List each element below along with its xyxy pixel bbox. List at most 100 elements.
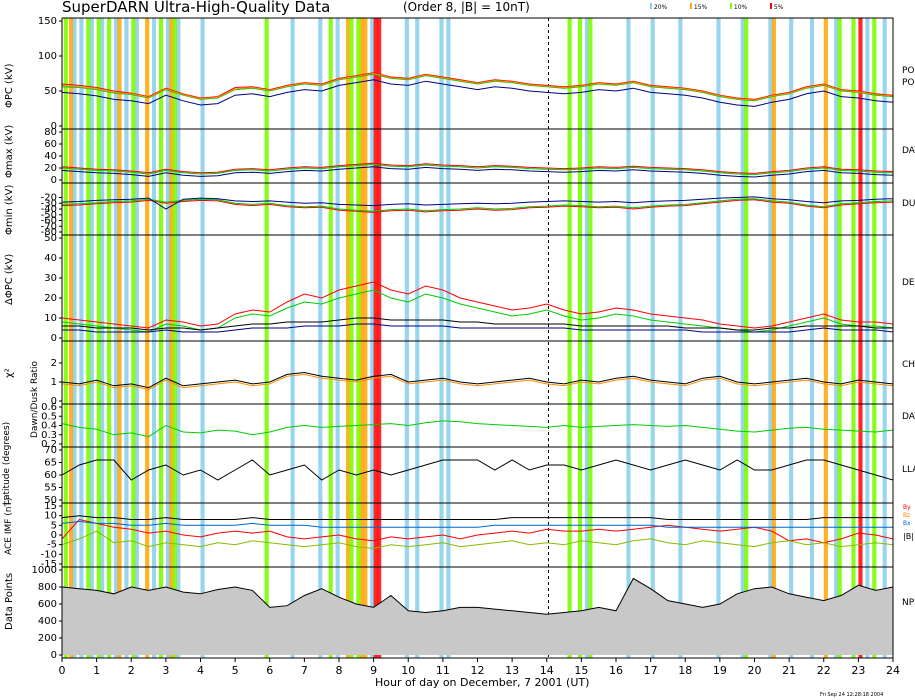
xtick-label-4: 4 bbox=[197, 664, 204, 677]
ytick-label-3-5: 50 bbox=[44, 233, 57, 244]
xtick-label-8: 8 bbox=[336, 664, 343, 677]
xtick-label-19: 19 bbox=[713, 664, 727, 677]
xtick-label-16: 16 bbox=[609, 664, 623, 677]
ytick-label-4-1: 1 bbox=[51, 377, 57, 388]
highlight-band-20-12 bbox=[318, 18, 323, 658]
series-line-8-0 bbox=[61, 577, 894, 615]
ytick-label-7-2: -5 bbox=[47, 540, 57, 551]
ytick-label-1-3: 60 bbox=[44, 139, 57, 150]
ytick-label-7-5: 10 bbox=[44, 511, 57, 522]
xtick-label-22: 22 bbox=[817, 664, 831, 677]
highlight-band-20-26 bbox=[789, 18, 794, 658]
ytick-label-2-5: -30 bbox=[41, 198, 57, 209]
highlight-band-20-27 bbox=[809, 18, 815, 658]
highlight-band-15-5 bbox=[359, 18, 364, 658]
highlight-band-20-30 bbox=[882, 18, 887, 658]
highlight-band-20-15 bbox=[404, 18, 409, 658]
ytick-label-5-3: 0.5 bbox=[41, 411, 57, 422]
series-line-3-2 bbox=[62, 317, 893, 331]
legend-item-5: 5% bbox=[770, 3, 783, 11]
ytick-label-1-1: 20 bbox=[44, 163, 57, 174]
highlight-band-20-24 bbox=[740, 18, 745, 658]
series-line-7-2 bbox=[61, 530, 894, 550]
ylabel-imf: ACE IMF (nT) bbox=[4, 497, 14, 555]
ytick-label-5-2: 0.4 bbox=[41, 421, 57, 432]
xtick-label-17: 17 bbox=[644, 664, 658, 677]
highlight-band-15-1 bbox=[117, 18, 122, 658]
series-line-7-1 bbox=[61, 520, 893, 528]
highlight-band-20-4 bbox=[113, 18, 119, 658]
xtick-label-7: 7 bbox=[301, 664, 308, 677]
ytick-label-8-2: 400 bbox=[38, 616, 57, 627]
ytick-label-2-4: -40 bbox=[41, 204, 57, 215]
series-line-0-0 bbox=[61, 72, 894, 100]
highlight-band-10-15 bbox=[837, 18, 842, 658]
legend-swatch-10 bbox=[730, 3, 732, 9]
series-line-6-0 bbox=[61, 459, 894, 481]
ytick-label-1-4: 80 bbox=[44, 127, 57, 138]
highlight-band-20-13 bbox=[335, 18, 340, 658]
xtick-label-20: 20 bbox=[748, 664, 762, 677]
highlight-band-10-8 bbox=[328, 18, 333, 658]
imf-label-b: |B| bbox=[903, 532, 914, 541]
highlight-band-10-14 bbox=[744, 18, 749, 658]
right-label-lla: LLA bbox=[902, 465, 915, 475]
highlight-band-10-13 bbox=[588, 18, 593, 658]
highlight-band-5-2 bbox=[858, 18, 863, 658]
xtick-label-24: 24 bbox=[886, 664, 900, 677]
highlight-band-10-5 bbox=[158, 18, 164, 658]
highlight-band-20-23 bbox=[716, 18, 721, 658]
xtick-label-23: 23 bbox=[851, 664, 865, 677]
ytick-label-3-1: 10 bbox=[44, 313, 57, 324]
xtick-label-18: 18 bbox=[678, 664, 692, 677]
chart-title: SuperDARN Ultra-High-Quality Data bbox=[62, 0, 331, 16]
ytick-label-7-1: -10 bbox=[41, 549, 57, 560]
xtick-label-13: 13 bbox=[505, 664, 519, 677]
xtick-label-1: 1 bbox=[93, 664, 100, 677]
ytick-label-3-3: 30 bbox=[44, 273, 57, 284]
ytick-label-1-0: 0 bbox=[51, 175, 57, 186]
highlight-band-20-29 bbox=[865, 18, 870, 658]
xtick-label-9: 9 bbox=[370, 664, 377, 677]
highlight-band-20-10 bbox=[200, 18, 205, 658]
ytick-label-6-2: 60 bbox=[44, 470, 57, 481]
highlight-band-10-7 bbox=[264, 18, 269, 658]
series-line-2-2 bbox=[61, 196, 894, 210]
highlight-band-20-14 bbox=[370, 18, 375, 658]
legend-swatch-20 bbox=[650, 3, 652, 9]
series-line-1-1 bbox=[61, 163, 894, 176]
legend-label-20: 20% bbox=[653, 4, 668, 11]
xtick-label-2: 2 bbox=[128, 664, 135, 677]
ytick-label-7-4: 5 bbox=[51, 520, 57, 531]
right-label-po-2: PO bbox=[902, 78, 915, 88]
xtick-label-12: 12 bbox=[471, 664, 485, 677]
series-line-2-0 bbox=[61, 199, 894, 213]
ylabel-dphipc: ΔΦPC (kV) bbox=[4, 253, 15, 305]
ytick-label-7-3: 0 bbox=[51, 530, 57, 541]
legend-swatch-15 bbox=[690, 3, 692, 9]
xtick-label-0: 0 bbox=[59, 664, 66, 677]
ytick-label-2-2: -60 bbox=[41, 216, 57, 227]
xtick-label-15: 15 bbox=[574, 664, 588, 677]
highlight-band-15-7 bbox=[771, 18, 776, 658]
right-label-np: NP bbox=[902, 598, 915, 608]
legend-item-20: 20% bbox=[650, 3, 667, 11]
ytick-label-7-0: -15 bbox=[41, 559, 57, 570]
imf-label-by: By bbox=[903, 504, 911, 511]
imf-label-bz: Bz bbox=[903, 512, 911, 519]
series-line-1-0 bbox=[61, 162, 894, 174]
ytick-label-8-1: 200 bbox=[38, 633, 57, 644]
ytick-label-8-5: 1000 bbox=[32, 565, 57, 576]
xtick-label-5: 5 bbox=[232, 664, 239, 677]
highlight-band-20-9 bbox=[176, 18, 181, 658]
ytick-label-2-0: -80 bbox=[41, 227, 57, 238]
highlight-band-20-25 bbox=[768, 18, 773, 658]
right-label-de: DE bbox=[902, 278, 915, 288]
highlight-band-15-6 bbox=[363, 18, 368, 658]
highlight-band-10-12 bbox=[577, 18, 583, 658]
series-line-0-2 bbox=[61, 72, 894, 101]
imf-label-bx: Bx bbox=[903, 520, 911, 527]
ytick-label-6-0: 50 bbox=[44, 495, 57, 506]
ylabel-phipc: ΦPC (kV) bbox=[4, 63, 15, 109]
right-label-day-2: DAY bbox=[902, 412, 915, 422]
